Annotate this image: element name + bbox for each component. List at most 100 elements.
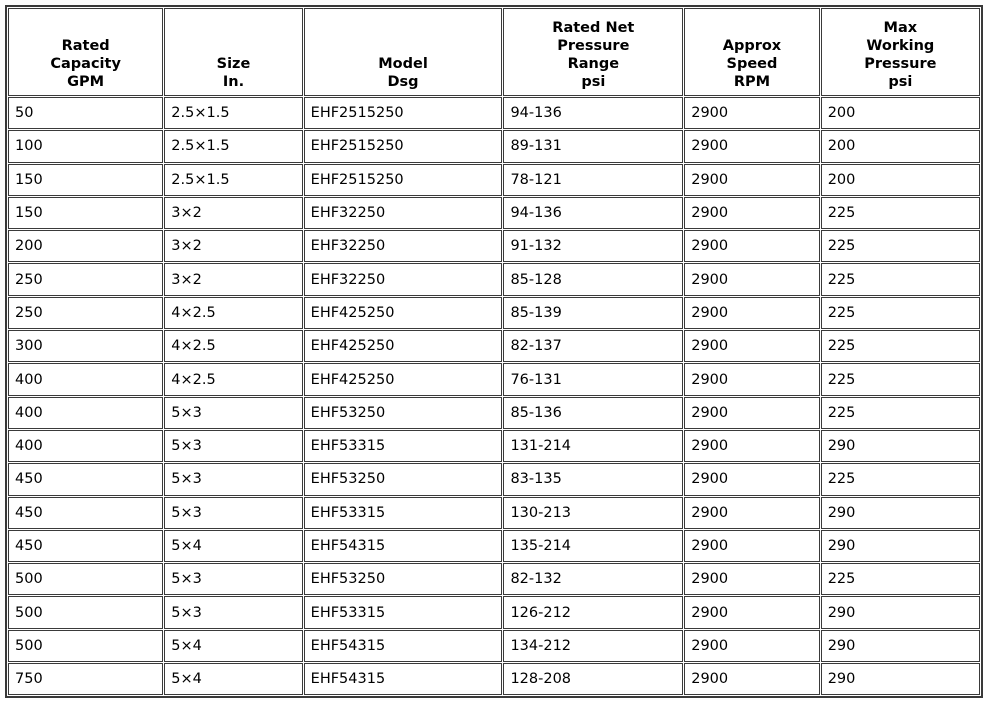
cell-max-pressure: 225 — [820, 330, 980, 363]
table-row: 250 4×2.5 EHF425250 85-139 2900 225 — [8, 296, 980, 330]
table-row: 450 5×3 EHF53315 130-213 2900 290 — [8, 496, 980, 529]
table-body: 50 2.5×1.5 EHF2515250 94-136 2900 200 100 2.5×1… — [8, 97, 980, 696]
cell-pressure-range: 131-214 — [503, 429, 684, 463]
cell-size: 5×4 — [164, 663, 303, 696]
cell-speed: 2900 — [684, 330, 820, 363]
header-model: Model Dsg — [303, 8, 503, 96]
cell-speed: 2900 — [684, 130, 820, 163]
cell-pressure-range: 94-136 — [503, 196, 684, 230]
cell-rated-capacity: 150 — [8, 163, 164, 196]
cell-model: EHF32250 — [303, 263, 503, 296]
cell-speed: 2900 — [684, 163, 820, 196]
table-row: 400 4×2.5 EHF425250 76-131 2900 225 — [8, 363, 980, 396]
table-row: 150 3×2 EHF32250 94-136 2900 225 — [8, 196, 980, 230]
cell-speed: 2900 — [684, 429, 820, 463]
cell-speed: 2900 — [684, 296, 820, 330]
cell-max-pressure: 290 — [820, 529, 980, 563]
cell-size: 5×3 — [164, 563, 303, 596]
cell-model: EHF2515250 — [303, 163, 503, 196]
header-size: Size In. — [164, 8, 303, 96]
cell-max-pressure: 225 — [820, 230, 980, 263]
cell-size: 3×2 — [164, 230, 303, 263]
cell-model: EHF425250 — [303, 330, 503, 363]
cell-speed: 2900 — [684, 263, 820, 296]
header-line: Model — [378, 56, 428, 72]
header-line: Speed — [726, 56, 778, 72]
cell-size: 5×4 — [164, 529, 303, 563]
cell-speed: 2900 — [684, 363, 820, 396]
cell-size: 5×3 — [164, 596, 303, 629]
cell-max-pressure: 225 — [820, 296, 980, 330]
cell-pressure-range: 134-212 — [503, 629, 684, 663]
cell-speed: 2900 — [684, 97, 820, 130]
table-row: 400 5×3 EHF53250 85-136 2900 225 — [8, 396, 980, 429]
cell-speed: 2900 — [684, 629, 820, 663]
cell-max-pressure: 225 — [820, 463, 980, 496]
cell-size: 3×2 — [164, 196, 303, 230]
table-row: 500 5×4 EHF54315 134-212 2900 290 — [8, 629, 980, 663]
header-max-pressure: Max Working Pressure psi — [820, 8, 980, 96]
cell-size: 2.5×1.5 — [164, 163, 303, 196]
cell-rated-capacity: 750 — [8, 663, 164, 696]
cell-rated-capacity: 450 — [8, 529, 164, 563]
header-line: Max — [883, 20, 918, 36]
cell-pressure-range: 85-139 — [503, 296, 684, 330]
cell-speed: 2900 — [684, 529, 820, 563]
cell-model: EHF425250 — [303, 296, 503, 330]
cell-rated-capacity: 250 — [8, 263, 164, 296]
cell-max-pressure: 225 — [820, 563, 980, 596]
cell-model: EHF53250 — [303, 463, 503, 496]
cell-pressure-range: 85-136 — [503, 396, 684, 429]
cell-pressure-range: 128-208 — [503, 663, 684, 696]
cell-model: EHF53250 — [303, 563, 503, 596]
header-line: Rated Net — [552, 20, 635, 36]
cell-speed: 2900 — [684, 230, 820, 263]
cell-model: EHF53250 — [303, 396, 503, 429]
cell-pressure-range: 91-132 — [503, 230, 684, 263]
header-line: psi — [581, 74, 606, 90]
header-line: GPM — [67, 74, 105, 90]
table-row: 500 5×3 EHF53250 82-132 2900 225 — [8, 563, 980, 596]
table-row: 100 2.5×1.5 EHF2515250 89-131 2900 200 — [8, 130, 980, 163]
cell-model: EHF32250 — [303, 196, 503, 230]
table-row: 750 5×4 EHF54315 128-208 2900 290 — [8, 663, 980, 696]
cell-max-pressure: 225 — [820, 196, 980, 230]
table-row: 500 5×3 EHF53315 126-212 2900 290 — [8, 596, 980, 629]
cell-max-pressure: 225 — [820, 363, 980, 396]
cell-speed: 2900 — [684, 596, 820, 629]
cell-max-pressure: 290 — [820, 429, 980, 463]
cell-rated-capacity: 100 — [8, 130, 164, 163]
cell-max-pressure: 225 — [820, 263, 980, 296]
cell-rated-capacity: 400 — [8, 396, 164, 429]
cell-pressure-range: 76-131 — [503, 363, 684, 396]
header-line: Range — [567, 56, 620, 72]
cell-max-pressure: 200 — [820, 130, 980, 163]
cell-size: 3×2 — [164, 263, 303, 296]
cell-model: EHF54315 — [303, 529, 503, 563]
cell-model: EHF53315 — [303, 596, 503, 629]
cell-pressure-range: 89-131 — [503, 130, 684, 163]
table-row: 450 5×3 EHF53250 83-135 2900 225 — [8, 463, 980, 496]
cell-size: 2.5×1.5 — [164, 130, 303, 163]
header-line: Pressure — [557, 38, 630, 54]
cell-rated-capacity: 500 — [8, 563, 164, 596]
cell-pressure-range: 82-132 — [503, 563, 684, 596]
cell-pressure-range: 83-135 — [503, 463, 684, 496]
header-line: Capacity — [50, 56, 121, 72]
cell-max-pressure: 290 — [820, 596, 980, 629]
header-line: Size — [216, 56, 251, 72]
header-line: RPM — [733, 74, 771, 90]
table-row: 250 3×2 EHF32250 85-128 2900 225 — [8, 263, 980, 296]
cell-size: 4×2.5 — [164, 363, 303, 396]
header-rated-capacity: Rated Capacity GPM — [8, 8, 164, 96]
cell-model: EHF2515250 — [303, 97, 503, 130]
cell-rated-capacity: 500 — [8, 596, 164, 629]
cell-pressure-range: 94-136 — [503, 97, 684, 130]
cell-rated-capacity: 250 — [8, 296, 164, 330]
cell-model: EHF53315 — [303, 496, 503, 529]
header-pressure-range: Rated Net Pressure Range psi — [503, 8, 684, 96]
cell-size: 4×2.5 — [164, 296, 303, 330]
cell-pressure-range: 126-212 — [503, 596, 684, 629]
header-line: Working — [866, 38, 935, 54]
cell-max-pressure: 290 — [820, 663, 980, 696]
